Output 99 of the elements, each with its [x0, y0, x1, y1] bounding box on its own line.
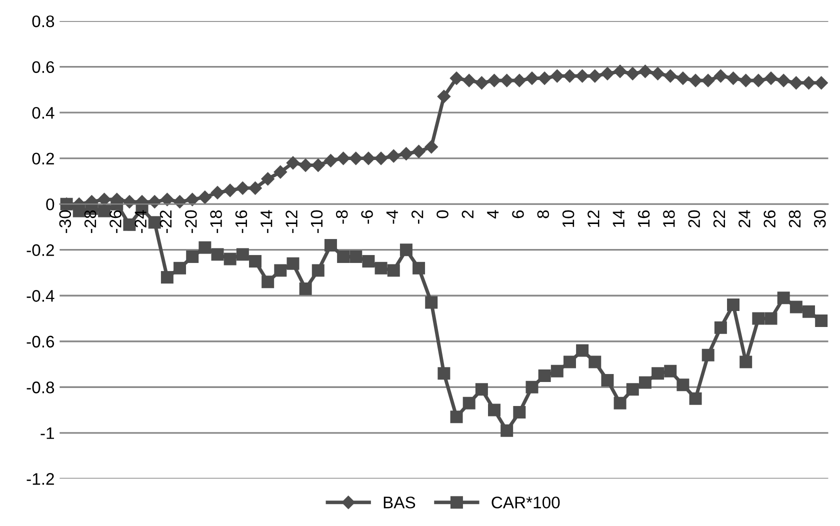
x-tick-label: 0 [436, 210, 448, 218]
point [600, 66, 614, 81]
point [122, 194, 136, 209]
x-tick-label: 24 [738, 210, 750, 228]
x-tick-label: 22 [713, 210, 725, 228]
point [588, 69, 602, 83]
x-tick-label: -20 [185, 210, 197, 233]
point [198, 190, 212, 204]
y-tick-label: -0.4 [26, 290, 54, 302]
point [575, 69, 590, 83]
x-tick-label: 20 [688, 210, 700, 228]
point [148, 194, 162, 209]
x-tick-label: 6 [512, 210, 524, 218]
point [562, 69, 577, 83]
point [738, 74, 753, 88]
x-tick-label: 12 [588, 210, 600, 227]
point [726, 71, 740, 86]
point [814, 76, 828, 90]
point [274, 165, 288, 179]
point [714, 69, 728, 83]
x-tick-label: -30 [59, 210, 72, 233]
point [324, 154, 338, 168]
x-tick-label: -26 [110, 210, 122, 233]
y-tick-label: -1.2 [26, 473, 54, 485]
point [210, 186, 224, 200]
point [789, 76, 804, 90]
point [512, 74, 526, 88]
x-tick-label: -4 [386, 210, 398, 224]
point [663, 69, 678, 83]
point [248, 181, 262, 195]
point [462, 74, 476, 88]
point [311, 158, 326, 172]
x-tick-label: -10 [310, 210, 323, 233]
x-tick-label: -8 [336, 210, 348, 224]
y-tick-label: 0 [46, 198, 54, 210]
y-tick-label: 0.2 [32, 152, 54, 165]
x-tick-label: 10 [562, 210, 574, 227]
point [613, 64, 627, 78]
x-tick-label: -28 [84, 210, 96, 233]
point [185, 192, 200, 206]
point [538, 71, 552, 86]
point [362, 151, 376, 166]
x-tick-label: -12 [286, 210, 298, 233]
point [223, 183, 237, 198]
y-tick-label: -0.6 [26, 336, 54, 348]
y-tick-label: -1 [40, 427, 54, 439]
x-tick-label: 14 [612, 210, 624, 227]
point [626, 66, 640, 81]
y-tick-label: -0.2 [26, 244, 54, 256]
x-tick-label: 8 [537, 210, 550, 218]
point [437, 90, 451, 104]
point [286, 156, 300, 170]
point [500, 74, 514, 88]
point [386, 149, 400, 163]
x-tick-label: 4 [487, 210, 499, 219]
point [450, 71, 464, 86]
point [487, 74, 502, 88]
point [474, 76, 489, 90]
point [298, 158, 312, 172]
x-tick-label: -24 [134, 210, 146, 233]
point [412, 144, 426, 158]
point [676, 71, 690, 86]
point [399, 146, 414, 161]
point [336, 151, 350, 166]
x-tick-label: -16 [235, 210, 248, 233]
point [374, 151, 388, 166]
point [550, 69, 564, 83]
point [650, 66, 665, 81]
point [638, 64, 652, 78]
x-tick-label: -2 [411, 210, 424, 224]
x-tick-label: 2 [462, 210, 474, 218]
point [525, 71, 539, 86]
y-tick-label: 0.4 [32, 106, 54, 119]
point [424, 140, 438, 154]
x-tick-label: -22 [160, 210, 172, 233]
point [349, 151, 363, 166]
point [260, 172, 275, 186]
x-tick-label: 18 [663, 210, 675, 227]
x-tick-label: 28 [788, 210, 801, 228]
y-tick-label: -0.8 [26, 382, 54, 394]
point [688, 74, 702, 88]
x-tick-label: 16 [638, 210, 650, 227]
point [701, 74, 715, 88]
x-tick-label: -6 [361, 210, 373, 224]
legend-label: CAR*100 [492, 496, 560, 508]
point [752, 74, 766, 88]
point [97, 192, 112, 206]
point [236, 181, 250, 195]
x-tick-label: -18 [210, 210, 222, 233]
x-tick-label: 30 [814, 210, 826, 228]
x-tick-label: -14 [260, 210, 272, 233]
point [776, 74, 790, 88]
point [764, 71, 778, 86]
y-tick-label: 0.8 [32, 15, 54, 28]
x-tick-label: 26 [764, 210, 776, 228]
legend-label: BAS [384, 496, 416, 508]
point [802, 76, 816, 90]
y-tick-label: 0.6 [32, 61, 54, 74]
point [160, 192, 174, 206]
